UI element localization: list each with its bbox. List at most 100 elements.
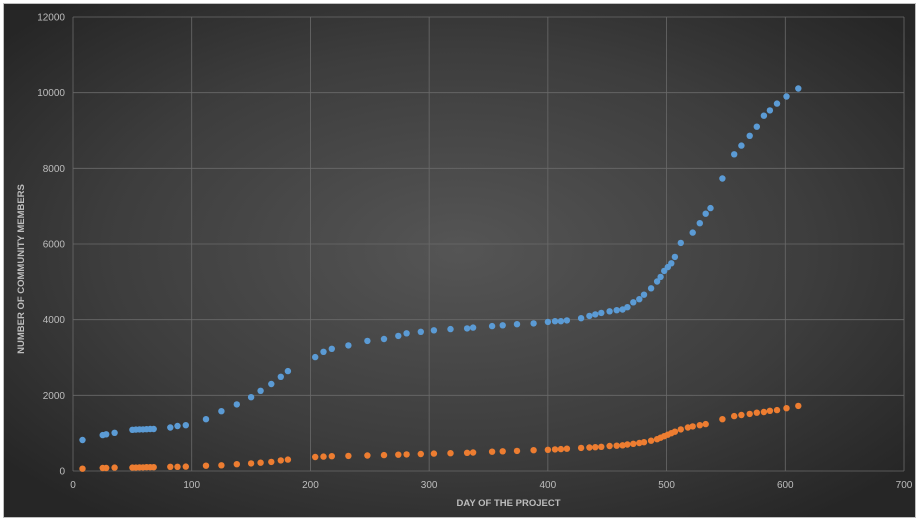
series-1-point	[312, 353, 319, 361]
series-2-point	[640, 439, 648, 446]
series-1-point	[640, 291, 648, 298]
series-1-point	[551, 318, 559, 325]
series-1-point	[619, 306, 626, 313]
series-2-point	[103, 464, 110, 472]
series-2-point	[233, 461, 240, 468]
series-1-point	[624, 304, 631, 311]
series-2-point	[731, 412, 738, 420]
series-1-point	[630, 299, 637, 306]
series-2-point	[463, 449, 471, 456]
series-1-point	[233, 401, 240, 408]
series-1-point	[795, 85, 802, 92]
y-axis-title: NUMBER OF COMMUNITY MEMBERS	[16, 184, 27, 354]
series-1-point	[345, 342, 352, 349]
y-tick-label: 8000	[43, 164, 66, 175]
series-1-point	[719, 175, 726, 182]
series-1-point	[563, 317, 571, 324]
series-2-point	[613, 442, 620, 449]
series-2-point	[167, 463, 174, 470]
series-2-point	[257, 459, 264, 466]
series-2-point	[499, 448, 506, 455]
series-2-point	[586, 444, 593, 451]
series-2-point	[312, 453, 319, 461]
series-1-point	[417, 328, 424, 335]
series-2-point	[773, 406, 781, 414]
x-tick-label: 600	[777, 480, 794, 491]
series-2-point	[783, 405, 790, 412]
series-1-point	[403, 330, 410, 337]
series-2-point	[696, 422, 703, 429]
tick-labels: 0 2000 4000 6000 8000 10000 12000 0 100 200 300 400…	[37, 13, 913, 492]
series-2-point	[557, 445, 565, 453]
series-2-point	[111, 464, 118, 471]
gridlines	[72, 16, 905, 472]
series-1-point	[592, 311, 599, 318]
series-2-point	[488, 448, 496, 455]
series-1-point	[577, 315, 585, 322]
series-1-point	[174, 422, 181, 430]
x-tick-label: 500	[658, 480, 675, 491]
series-2-point	[598, 443, 605, 450]
series-2-point	[513, 447, 521, 455]
series-1-point	[677, 239, 684, 247]
series-2-point	[684, 424, 692, 431]
series-1-point	[202, 416, 210, 423]
y-tick-label: 0	[59, 467, 65, 478]
series-1-point	[167, 424, 174, 431]
series-2-point	[766, 407, 774, 414]
series-1-point	[513, 321, 521, 328]
series-2-point	[247, 460, 255, 467]
y-tick-label: 6000	[43, 240, 66, 251]
y-tick-label: 10000	[37, 88, 65, 99]
series-2-point	[689, 423, 696, 430]
series-2-point	[345, 452, 352, 460]
series-2-point	[174, 463, 181, 470]
series-1-point	[586, 312, 593, 320]
series-1-point	[430, 327, 438, 334]
series-1-point	[257, 387, 264, 394]
series-1-point	[636, 296, 643, 303]
series-2-point	[677, 426, 684, 433]
series-1-point	[647, 285, 655, 292]
series-2-point	[630, 440, 637, 447]
series-2-point	[592, 444, 599, 451]
series-2-point	[150, 464, 157, 471]
series-1-point	[247, 394, 255, 401]
series-2-point	[606, 442, 613, 450]
series-2-point	[746, 410, 753, 418]
series-2-point	[551, 446, 559, 453]
series-2-point	[284, 456, 292, 463]
x-tick-label: 200	[302, 480, 319, 491]
series-1-point	[783, 93, 790, 100]
series-1-point	[653, 278, 661, 285]
series-1-point	[277, 373, 284, 380]
series-1-point	[380, 335, 388, 343]
series-1-point	[218, 408, 225, 415]
series-2-point	[647, 437, 655, 444]
series-1-point	[702, 210, 709, 217]
chart-background	[4, 4, 915, 517]
series-1-point	[530, 320, 537, 327]
series-1-point	[499, 322, 506, 329]
series-1-point	[668, 260, 675, 267]
series-2-point	[738, 411, 745, 419]
series-1-point	[746, 132, 753, 139]
series-2-point	[79, 465, 86, 472]
series-2-point	[636, 439, 643, 447]
series-2-point	[417, 450, 424, 458]
series-2-point	[753, 409, 760, 416]
series-1-point	[79, 436, 86, 444]
series-1-point	[469, 324, 477, 331]
x-tick-label: 100	[183, 480, 200, 491]
series-1-point	[182, 422, 189, 429]
data-points	[79, 85, 802, 472]
series-1-point	[696, 220, 703, 227]
series-2-point	[202, 462, 210, 469]
series-1-point	[707, 204, 714, 212]
series-1-point	[328, 345, 335, 352]
series-1-point	[103, 431, 110, 438]
series-2-point	[577, 444, 585, 452]
scatter-chart: 0 2000 4000 6000 8000 10000 12000 0 100 200 300 400…	[4, 4, 915, 517]
series-2-point	[671, 428, 679, 435]
series-1-point	[657, 273, 664, 281]
